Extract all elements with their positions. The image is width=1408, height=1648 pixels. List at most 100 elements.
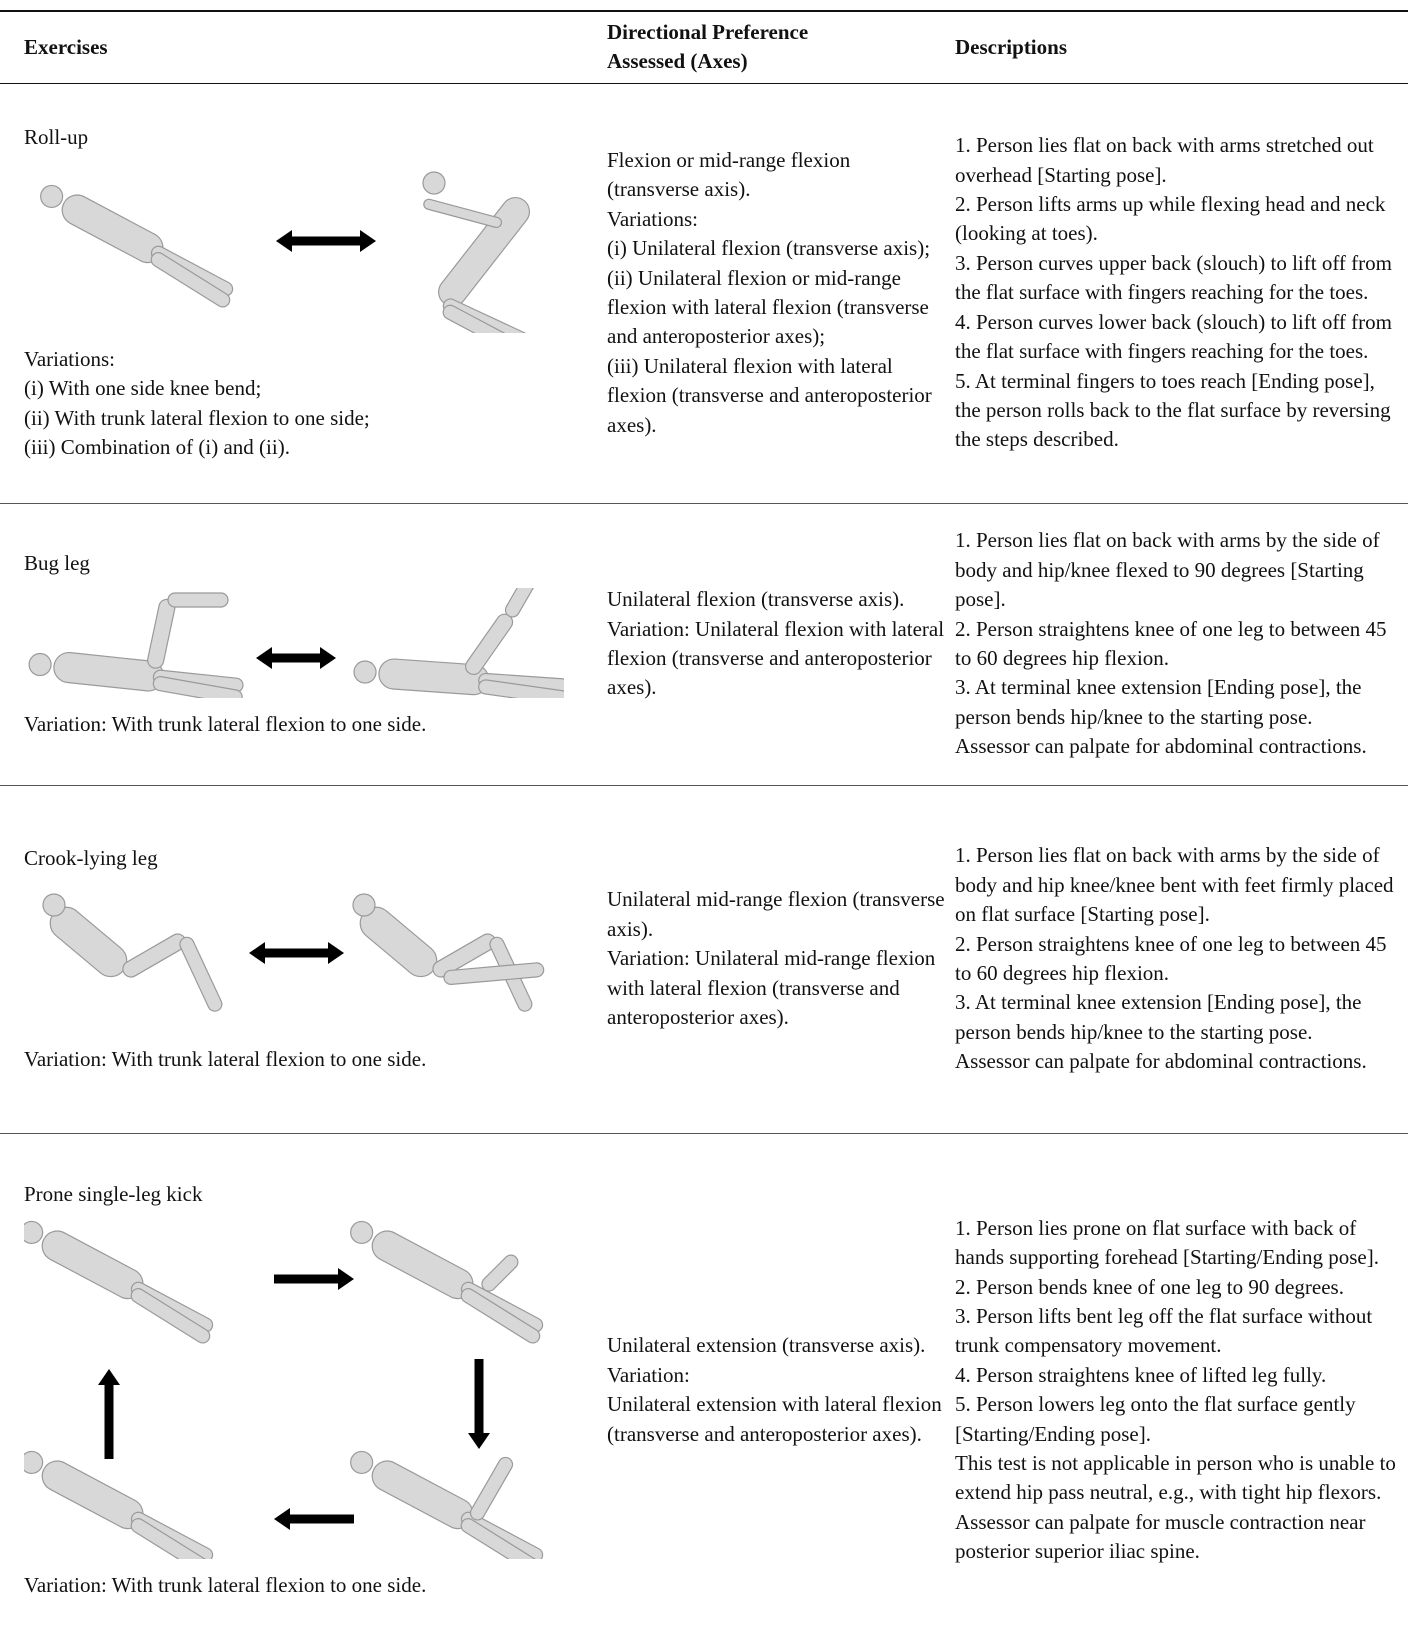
description-cell: 1. Person lies prone on flat surface wit… (953, 1133, 1408, 1647)
directional-cell: Unilateral extension (transverse axis). V… (605, 1133, 953, 1647)
variation-line: (iii) Combination of (i) and (ii). (24, 435, 290, 460)
figure-shape (352, 893, 376, 917)
figure-shape (270, 653, 322, 663)
figure-shape (122, 933, 187, 978)
directional-line: Unilateral flexion (transverse axis). (607, 587, 905, 612)
description-step: 3. Person lifts bent leg off the flat su… (955, 1304, 1373, 1358)
figure-shape (443, 962, 545, 985)
figure-shape (147, 598, 176, 669)
figure-shape (167, 592, 229, 608)
variation-line: Variations: (24, 346, 115, 371)
figure-shape (460, 1518, 541, 1560)
figure-shape (263, 948, 330, 958)
figure-shape (167, 592, 229, 608)
header-cell: Exercises (0, 10, 605, 84)
figure-shape (256, 647, 272, 669)
directional-line: Variation: Unilateral flexion with later… (607, 616, 945, 700)
figure-shape (98, 1369, 120, 1386)
figure-shape (469, 1457, 514, 1521)
figure-shape (504, 588, 539, 618)
description-step: 1. Person lies flat on back with arms by… (955, 528, 1380, 612)
figure-shape (28, 652, 52, 677)
description-step: Assessor can palpate for abdominal contr… (955, 734, 1367, 759)
directional-line: Unilateral extension with lateral flexio… (607, 1392, 942, 1446)
figure-shape (274, 1508, 290, 1531)
header-cell: Directional Preference Assessed (Axes) (605, 10, 953, 84)
description-step: 2. Person bends knee of one leg to 90 de… (955, 1274, 1344, 1299)
exercise-cell: Roll-up Variations: (i) With one side knee… (0, 83, 605, 504)
figure-shape (442, 304, 534, 333)
variations: Variation: With trunk lateral flexion to… (24, 1571, 597, 1600)
description-step: 5. Person lowers leg onto the flat surfa… (955, 1392, 1356, 1446)
figure-shape (152, 676, 243, 698)
directional-line: Unilateral mid-range flexion (transverse… (607, 887, 945, 941)
header-row: Exercises Directional Preference Assesse… (0, 10, 1408, 84)
figure-shape (276, 229, 292, 252)
directional-line: Variation: (607, 1362, 690, 1387)
exercise-name: Crook-lying leg (24, 845, 158, 870)
variations: Variation: With trunk lateral flexion to… (24, 1045, 597, 1074)
description-step: 3. Person curves upper back (slouch) to … (955, 250, 1393, 305)
figure-shape (274, 1268, 354, 1291)
figure-shape (460, 1288, 541, 1344)
figure-shape (423, 198, 503, 228)
directional-cell: Unilateral mid-range flexion (transverse… (605, 785, 953, 1134)
directional-line: Flexion or mid-range flexion (transverse… (607, 147, 851, 202)
figure-shape (150, 245, 234, 297)
directional-line: (i) Unilateral flexion (transverse axis)… (607, 236, 931, 261)
directional-line: (ii) Unilateral flexion or mid-range fle… (607, 265, 929, 349)
directional-line: (iii) Unilateral flexion with lateral fl… (607, 353, 932, 437)
figure-shape (249, 942, 265, 964)
exercise-figure (40, 171, 536, 333)
figure-shape (130, 1281, 214, 1333)
figure-shape (481, 1254, 519, 1292)
directional-cell: Flexion or mid-range flexion (transverse… (605, 83, 953, 504)
description-step: 2. Person straightens knee of one leg to… (955, 931, 1387, 985)
exercise-figure (24, 1221, 544, 1560)
figure-shape (104, 1383, 114, 1460)
figure-shape (442, 304, 534, 333)
description-step: 1. Person lies flat on back with arms by… (955, 843, 1394, 927)
figure-shape (353, 660, 377, 684)
exercise-name: Prone single-leg kick (24, 1181, 203, 1206)
exercise-cell: Bug leg Variation: With trunk lateral fle… (0, 503, 605, 786)
figure-shape (130, 1281, 214, 1333)
figure-shape (42, 893, 66, 917)
figure-shape (423, 198, 503, 228)
figure-shape (320, 647, 336, 669)
description-step: 5. At terminal fingers to toes reach [En… (955, 368, 1391, 452)
description-step: Assessor can palpate for abdominal contr… (955, 1049, 1367, 1074)
figure-shape (481, 1254, 519, 1292)
exercise-table: Exercises Directional Preference Assesse… (0, 10, 1408, 1647)
figure-shape (350, 1451, 374, 1475)
exercise-name: Bug leg (24, 550, 90, 575)
figure-shape (460, 1281, 544, 1333)
figure-shape (443, 962, 545, 985)
description-cell: 1. Person lies flat on back with arms by… (953, 785, 1408, 1134)
figure-shape (464, 613, 514, 676)
description-step: 2. Person straightens knee of one leg to… (955, 616, 1387, 670)
figure-shape (98, 1369, 120, 1460)
header-cell: Descriptions (953, 10, 1408, 84)
figure-shape (274, 1508, 354, 1531)
description-step: 2. Person lifts arms up while flexing he… (955, 192, 1386, 246)
figure-shape (328, 942, 344, 964)
description-step: Assessor can palpate for muscle contract… (955, 1509, 1366, 1564)
variations: Variations: (i) With one side knee bend; (… (24, 345, 597, 463)
table-body: Roll-up Variations: (i) With one side knee… (0, 83, 1408, 1647)
figure-shape (150, 251, 231, 308)
figure-shape (256, 647, 336, 669)
table-row: Prone single-leg kick Variation: With tru… (0, 1133, 1408, 1647)
figure-shape (464, 613, 514, 676)
figure-shape (460, 1518, 541, 1560)
figure-shape (276, 229, 376, 252)
figure-shape (468, 1359, 490, 1450)
description-cell: 1. Person lies flat on back with arms by… (953, 503, 1408, 786)
figure-shape (130, 1518, 211, 1560)
figure-shape (150, 245, 234, 297)
variation-line: (ii) With trunk lateral flexion to one s… (24, 405, 370, 430)
figure-shape (150, 251, 231, 308)
figure-shape (24, 1451, 44, 1475)
figure-shape (179, 936, 223, 1012)
